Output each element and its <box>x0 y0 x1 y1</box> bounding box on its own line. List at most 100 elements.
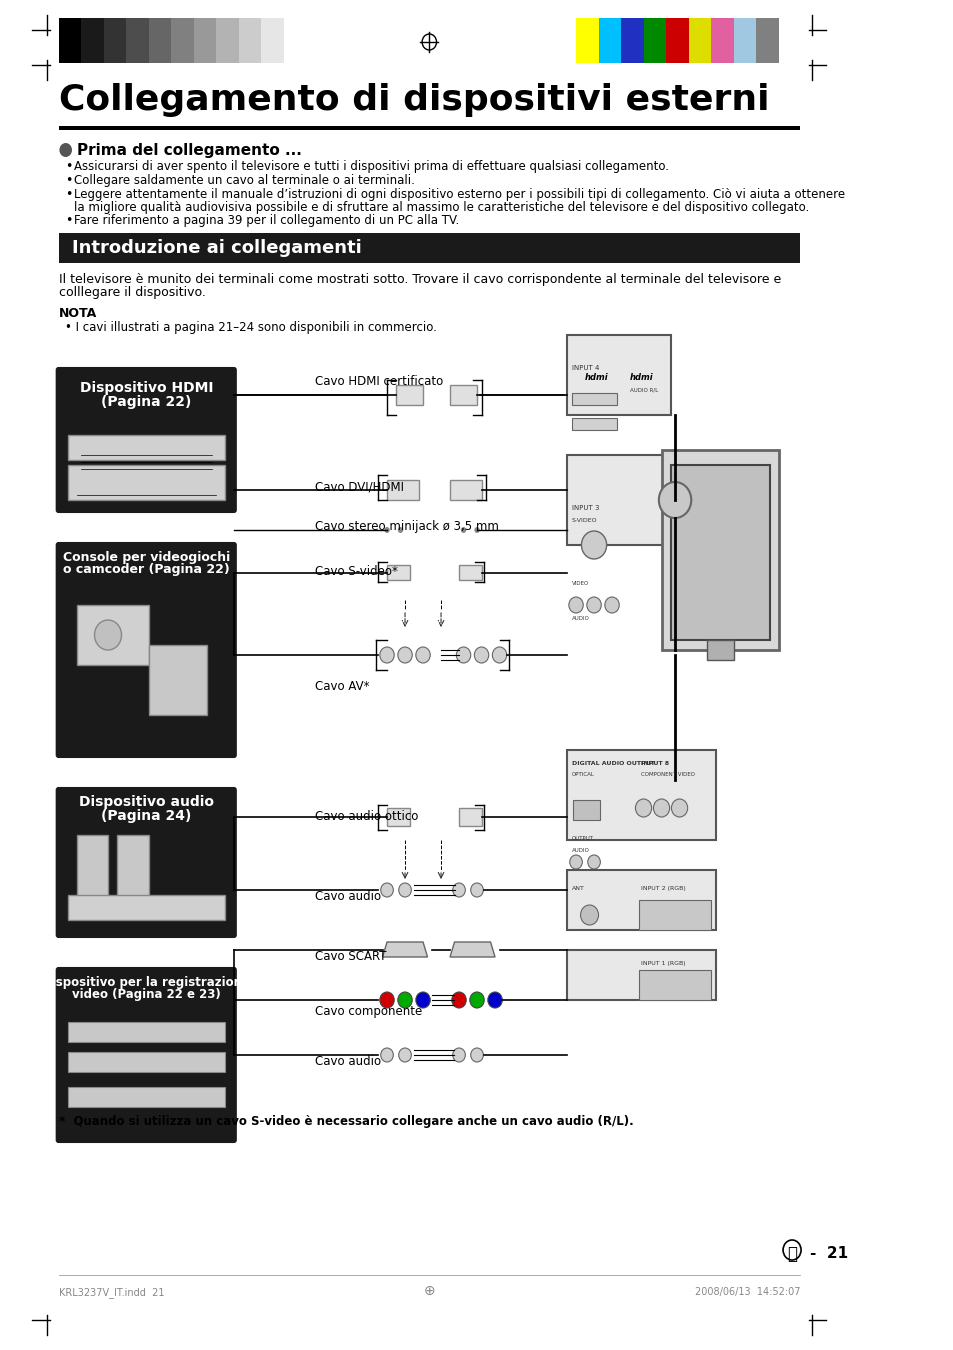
Bar <box>450 481 481 500</box>
Bar <box>68 464 225 500</box>
Text: AUDIO: AUDIO <box>571 616 589 621</box>
Bar <box>58 18 81 63</box>
Text: VIDEO: VIDEO <box>571 580 588 586</box>
Circle shape <box>380 883 393 896</box>
Bar <box>639 971 710 1000</box>
Text: (Pagina 22): (Pagina 22) <box>101 396 192 409</box>
Bar <box>261 18 283 63</box>
Bar <box>458 809 481 826</box>
Text: video (Pagina 22 e 23): video (Pagina 22 e 23) <box>71 988 220 1000</box>
Text: ⊕: ⊕ <box>423 1284 435 1297</box>
Bar <box>81 18 104 63</box>
Circle shape <box>397 526 403 533</box>
Bar <box>566 751 715 840</box>
Circle shape <box>456 647 470 663</box>
Text: Console per videogiochi: Console per videogiochi <box>63 551 230 564</box>
Text: Collegare saldamente un cavo al terminale o ai terminali.: Collegare saldamente un cavo al terminal… <box>73 174 415 188</box>
Bar <box>68 435 225 460</box>
Bar <box>126 18 149 63</box>
Circle shape <box>580 904 598 925</box>
Text: Cavo stereo minijack ø 3,5 mm: Cavo stereo minijack ø 3,5 mm <box>314 520 498 533</box>
Bar <box>670 464 769 640</box>
Bar <box>566 950 715 1000</box>
Text: Il televisore è munito dei terminali come mostrati sotto. Trovare il cavo corris: Il televisore è munito dei terminali com… <box>58 273 780 286</box>
Text: hdmi: hdmi <box>629 373 653 382</box>
Circle shape <box>398 883 411 896</box>
Text: la migliore qualità audiovisiva possibile e di sfruttare al massimo le caratteri: la migliore qualità audiovisiva possibil… <box>73 201 808 215</box>
Text: hdmi: hdmi <box>584 373 608 382</box>
Bar <box>193 18 215 63</box>
Circle shape <box>380 1048 393 1062</box>
Text: NOTA: NOTA <box>58 306 96 320</box>
Bar <box>706 640 733 660</box>
Text: Assicurarsi di aver spento il televisore e tutti i dispositivi prima di effettua: Assicurarsi di aver spento il televisore… <box>73 161 668 173</box>
Text: Cavo S-video*: Cavo S-video* <box>314 566 397 578</box>
Text: -  21: - 21 <box>809 1246 847 1261</box>
Circle shape <box>397 647 412 663</box>
Circle shape <box>384 526 390 533</box>
FancyBboxPatch shape <box>56 543 235 757</box>
Bar <box>571 418 616 431</box>
Bar <box>76 605 149 666</box>
Bar <box>643 18 665 63</box>
Bar <box>639 900 710 930</box>
Text: Cavo HDMI certificato: Cavo HDMI certificato <box>314 375 443 387</box>
Text: INPUT 3: INPUT 3 <box>571 505 598 512</box>
Circle shape <box>487 992 501 1008</box>
Bar <box>68 1052 225 1072</box>
Text: Dispositivo audio: Dispositivo audio <box>79 795 213 809</box>
Bar <box>566 869 715 930</box>
Bar <box>387 809 409 826</box>
Text: • I cavi illustrati a pagina 21–24 sono disponibili in commercio.: • I cavi illustrati a pagina 21–24 sono … <box>65 321 436 333</box>
Circle shape <box>452 992 466 1008</box>
Text: o camcoder (Pagina 22): o camcoder (Pagina 22) <box>63 563 230 576</box>
Bar <box>576 18 598 63</box>
Bar <box>660 450 778 649</box>
Bar <box>238 18 261 63</box>
Circle shape <box>569 855 581 869</box>
Circle shape <box>474 526 479 533</box>
Circle shape <box>469 992 484 1008</box>
Circle shape <box>453 883 465 896</box>
Bar <box>215 18 238 63</box>
Bar <box>104 18 126 63</box>
Bar <box>117 836 149 910</box>
Text: Cavo DVI/HDMI: Cavo DVI/HDMI <box>314 481 404 493</box>
Bar <box>710 18 733 63</box>
Circle shape <box>782 1241 801 1260</box>
Text: Cavo audio: Cavo audio <box>314 1054 381 1068</box>
Circle shape <box>379 647 394 663</box>
Circle shape <box>470 883 483 896</box>
Text: Cavo audio ottico: Cavo audio ottico <box>314 810 418 824</box>
Bar <box>68 1022 225 1042</box>
Circle shape <box>587 855 599 869</box>
Text: Ⓢ: Ⓢ <box>786 1245 797 1264</box>
Bar <box>58 234 800 263</box>
Text: Leggere attentamente il manuale d’istruzioni di ogni dispositivo esterno per i p: Leggere attentamente il manuale d’istruz… <box>73 188 844 201</box>
Polygon shape <box>382 942 427 957</box>
Text: Cavo SCART: Cavo SCART <box>314 950 386 963</box>
Text: Cavo componente: Cavo componente <box>314 1004 422 1018</box>
Bar <box>68 1087 225 1107</box>
Text: AUDIO: AUDIO <box>571 848 589 853</box>
Text: Dispositivo per la registrazione: Dispositivo per la registrazione <box>42 976 250 990</box>
Bar <box>756 18 778 63</box>
FancyBboxPatch shape <box>56 968 235 1142</box>
Text: •: • <box>65 174 72 188</box>
Bar <box>76 836 108 910</box>
Circle shape <box>470 1048 483 1062</box>
Circle shape <box>416 647 430 663</box>
Polygon shape <box>450 942 495 957</box>
Circle shape <box>474 647 488 663</box>
Text: KRL3237V_IT.indd  21: KRL3237V_IT.indd 21 <box>58 1287 164 1297</box>
Bar <box>68 895 225 919</box>
Circle shape <box>492 647 506 663</box>
Bar <box>573 801 599 819</box>
Circle shape <box>586 597 600 613</box>
Bar <box>149 645 207 716</box>
FancyBboxPatch shape <box>56 788 235 937</box>
Circle shape <box>604 597 618 613</box>
Bar <box>733 18 756 63</box>
Text: COMPONENT VIDEO: COMPONENT VIDEO <box>640 772 694 778</box>
Circle shape <box>398 1048 411 1062</box>
